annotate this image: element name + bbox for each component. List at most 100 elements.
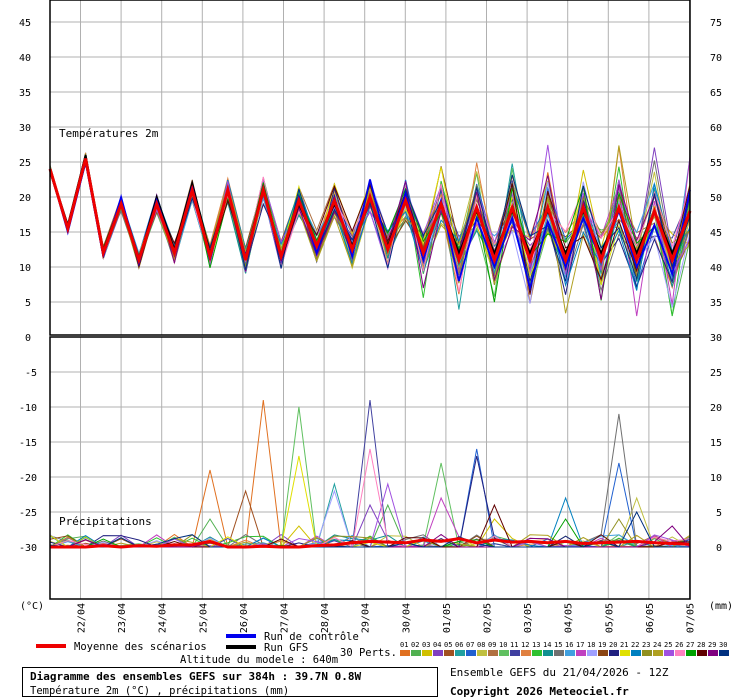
pert-swatch: [455, 650, 465, 656]
x-tick-label: 02/05: [483, 603, 494, 633]
x-tick-label: 22/04: [77, 603, 88, 633]
temperature-right-tick: 70: [710, 53, 722, 64]
pert-number: 23: [642, 641, 650, 649]
pert-swatch: [697, 650, 707, 656]
temperature-left-tick: 15: [19, 228, 31, 239]
pert-number: 26: [675, 641, 683, 649]
temperature-right-tick: 75: [710, 18, 722, 29]
precipitation-right-tick: 5: [716, 508, 722, 519]
run-info: Ensemble GEFS du 21/04/2026 - 12Z: [450, 666, 669, 679]
temperature-left-tick: 0: [25, 333, 31, 344]
pert-swatch: [719, 650, 729, 656]
pert-number: 27: [686, 641, 694, 649]
temperature-left-tick: 35: [19, 88, 31, 99]
temperature-right-tick: 55: [710, 158, 722, 169]
pert-swatch: [565, 650, 575, 656]
info-box: Diagramme des ensembles GEFS sur 384h : …: [22, 667, 438, 697]
pert-swatch: [411, 650, 421, 656]
precipitation-right-tick: 25: [710, 368, 722, 379]
left-axis-unit: (°C): [20, 601, 44, 612]
x-tick-label: 24/04: [158, 603, 169, 633]
precipitation-left-tick: -5: [25, 368, 37, 379]
pert-number: 22: [631, 641, 639, 649]
pert-number: 19: [598, 641, 606, 649]
temperature-left-tick: 20: [19, 193, 31, 204]
pert-swatch: [609, 650, 619, 656]
x-tick-label: 04/05: [564, 603, 575, 633]
precipitation-grid: [50, 337, 690, 599]
pert-swatch: [554, 650, 564, 656]
legend-gfs-label: Run GFS: [264, 642, 308, 654]
pert-swatch: [576, 650, 586, 656]
diagram-subtitle: Température 2m (°C) , précipitations (mm…: [30, 685, 290, 697]
precipitation-left-tick: -30: [19, 543, 37, 554]
perturbation-precip-line: [49, 448, 691, 548]
pert-swatch: [620, 650, 630, 656]
pert-number: 30: [719, 641, 727, 649]
copyright: Copyright 2026 Meteociel.fr: [450, 685, 629, 698]
diagram-title: Diagramme des ensembles GEFS sur 384h : …: [30, 670, 362, 683]
pert-number: 14: [543, 641, 551, 649]
temperature-right-tick: 30: [710, 333, 722, 344]
pert-number: 06: [455, 641, 463, 649]
precipitation-right-tick: 20: [710, 403, 722, 414]
perturbation-legend: 01 02 03 04 05 06 07 08 09 10 11 12 13 14 15 16 17 18 19 20…: [400, 641, 729, 656]
pert-number: 15: [554, 641, 562, 649]
pert-swatch: [642, 650, 652, 656]
x-tick-label: 28/04: [320, 603, 331, 633]
pert-swatch: [400, 650, 410, 656]
precipitation-panel-frame: [49, 336, 691, 600]
precipitation-left-tick: -25: [19, 508, 37, 519]
pert-number: 20: [609, 641, 617, 649]
pert-swatch: [521, 650, 531, 656]
pert-swatch: [664, 650, 674, 656]
pert-swatch: [686, 650, 696, 656]
precipitation-panel-label: Précipitations: [59, 515, 152, 528]
precipitation-left-tick: -10: [19, 403, 37, 414]
pert-number: 12: [521, 641, 529, 649]
temperature-right-tick: 40: [710, 263, 722, 274]
pert-number: 09: [488, 641, 496, 649]
precipitation-left-tick: -15: [19, 438, 37, 449]
pert-swatch: [499, 650, 509, 656]
x-tick-label: 03/05: [523, 603, 534, 633]
x-tick-label: 07/05: [686, 603, 697, 633]
temperature-left-tick: 30: [19, 123, 31, 134]
temperature-right-tick: 50: [710, 193, 722, 204]
legend: Moyenne des scénarios Run de contrôle Ru…: [36, 631, 729, 666]
perturbation-precip-line: [49, 455, 690, 548]
pert-number: 05: [444, 641, 452, 649]
x-tick-label: 29/04: [361, 603, 372, 633]
pert-swatch: [708, 650, 718, 656]
temperature-left-tick: 10: [19, 263, 31, 274]
pert-number: 03: [422, 641, 430, 649]
pert-number: 07: [466, 641, 474, 649]
x-tick-label: 01/05: [442, 603, 453, 633]
temperature-left-tick: 40: [19, 53, 31, 64]
pert-number: 17: [576, 641, 584, 649]
mean-precip-line: [50, 537, 691, 549]
x-tick-label: 06/05: [645, 603, 656, 633]
pert-number: 02: [411, 641, 419, 649]
temperature-left-tick: 45: [19, 18, 31, 29]
legend-control-label: Run de contrôle: [264, 631, 359, 643]
pert-swatch: [433, 650, 443, 656]
temperature-grid: [50, 0, 690, 335]
pert-number: 16: [565, 641, 573, 649]
pert-number: 24: [653, 641, 661, 649]
perturbation-precip-line: [49, 510, 690, 548]
mean-temp-line: [48, 158, 692, 265]
pert-swatch: [675, 650, 685, 656]
temperature-right-tick: 65: [710, 88, 722, 99]
pert-number: 10: [499, 641, 507, 649]
pert-swatch: [653, 650, 663, 656]
pert-number: 01: [400, 641, 408, 649]
axes: 22/04 23/04 24/04 25/04 26/04 27/04 28/04 29/04…: [19, 0, 722, 633]
precipitation-series: [49, 399, 691, 549]
precipitation-left-tick: -20: [19, 473, 37, 484]
pert-number: 04: [433, 641, 441, 649]
pert-swatch: [510, 650, 520, 656]
x-tick-label: 27/04: [280, 603, 291, 633]
precipitation-right-tick: 0: [716, 543, 722, 554]
